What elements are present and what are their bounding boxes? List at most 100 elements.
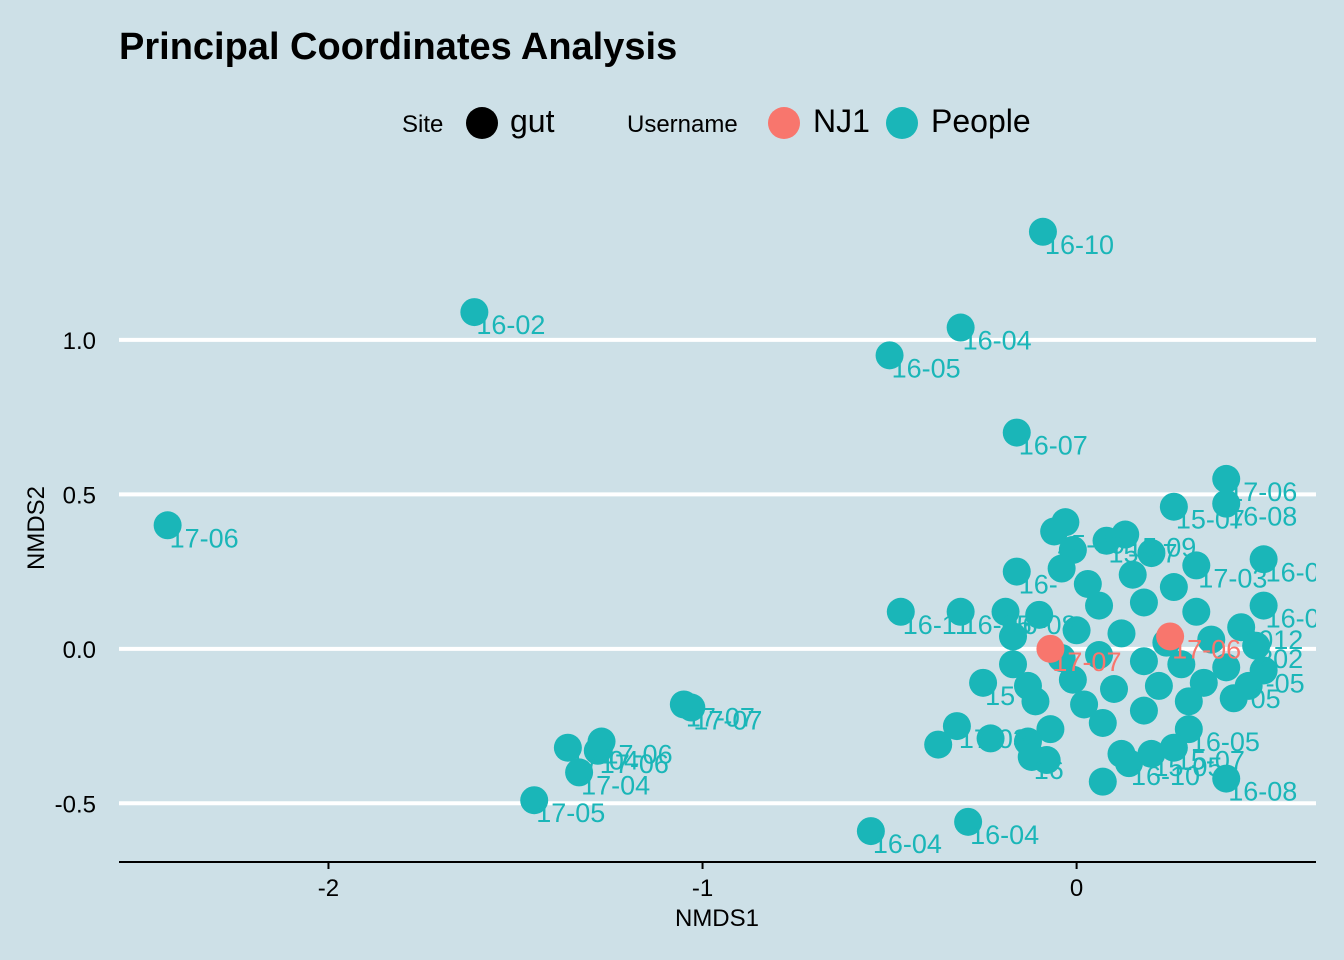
data-label: 16-08	[1008, 610, 1077, 640]
data-labels: 16-1016-0216-0416-0516-0717-0616-0815-07…	[170, 230, 1320, 859]
data-point	[583, 736, 612, 765]
data-label: 17-07	[1052, 647, 1121, 677]
data-point	[1249, 591, 1278, 620]
data-point	[1036, 634, 1065, 663]
data-point	[1114, 749, 1143, 778]
data-point	[1058, 665, 1087, 694]
data-point	[1021, 687, 1050, 716]
data-point	[856, 817, 885, 846]
data-point	[976, 724, 1005, 753]
grid-lines	[119, 337, 1316, 806]
x-tick-label: 0	[1070, 875, 1083, 902]
data-label: 17-06	[600, 749, 669, 779]
x-axis-title: NMDS1	[675, 905, 759, 932]
data-point	[1100, 675, 1129, 703]
data-point	[875, 341, 904, 370]
data-label: 16-07	[1019, 431, 1088, 461]
data-label: 17-04	[581, 770, 650, 800]
data-point	[886, 597, 915, 626]
data-label: 16-05	[963, 610, 1032, 640]
data-label: 16-11	[903, 610, 970, 640]
data-point	[460, 298, 489, 327]
data-point	[1129, 696, 1158, 725]
data-point	[1189, 668, 1218, 697]
data-point	[1025, 600, 1054, 629]
data-point	[1088, 767, 1117, 796]
legend-people-key	[886, 107, 918, 139]
data-point	[1159, 573, 1188, 602]
data-point	[1047, 554, 1076, 583]
data-points	[153, 217, 1278, 846]
data-point	[1159, 733, 1188, 762]
legend: Site gut Username NJ1 People	[0, 100, 1344, 146]
data-point	[1182, 597, 1211, 626]
data-label: 17-06	[604, 740, 673, 770]
data-label: 16-02	[476, 310, 545, 340]
data-point	[942, 712, 971, 741]
data-point	[1159, 492, 1188, 521]
y-tick-label: 0.5	[63, 482, 96, 509]
data-point	[946, 313, 975, 342]
legend-nj1-key	[768, 107, 800, 139]
data-label: 15-09	[1056, 529, 1125, 559]
data-label: 16-04	[963, 326, 1032, 356]
x-tick-label: -2	[318, 875, 339, 902]
data-point	[969, 668, 998, 697]
data-point	[999, 622, 1028, 651]
y-axis-title: NMDS2	[23, 486, 50, 570]
data-label: 15	[985, 681, 1015, 711]
data-label: 16-10	[1131, 761, 1200, 791]
y-tick-label: -0.5	[55, 791, 96, 818]
y-tick-label: 0.0	[63, 637, 96, 664]
data-point	[924, 730, 953, 759]
data-point	[1156, 622, 1185, 651]
legend-site-title: Site	[402, 111, 444, 138]
data-label: 16	[1034, 755, 1064, 785]
legend-nj1-label: NJ1	[813, 103, 870, 139]
data-point	[1085, 591, 1114, 620]
data-point	[1242, 631, 1271, 660]
data-point	[553, 733, 582, 762]
data-point	[1174, 687, 1203, 716]
data-label: 16-08	[1228, 777, 1297, 807]
data-point	[1129, 588, 1158, 617]
data-point	[1088, 708, 1117, 737]
data-label: 17-06	[170, 523, 239, 553]
data-point	[1070, 690, 1099, 719]
data-label: 16-05	[1191, 727, 1260, 757]
data-point	[669, 690, 698, 719]
data-point	[1174, 715, 1203, 744]
legend-site-label: gut	[510, 103, 555, 139]
data-label: 17-05	[536, 798, 605, 828]
data-point	[1129, 647, 1158, 676]
legend-site-key	[466, 107, 498, 139]
data-label: 16-	[1019, 570, 1058, 600]
data-point	[1073, 569, 1102, 598]
data-point	[1092, 526, 1121, 555]
data-point	[1212, 489, 1241, 518]
data-label: 16-05	[892, 353, 961, 383]
data-label: 17-04	[570, 746, 639, 776]
data-label: 15-07	[1176, 505, 1245, 535]
data-point	[1137, 739, 1166, 768]
legend-username-title: Username	[627, 111, 738, 138]
data-point	[1249, 545, 1278, 574]
data-label: 202	[1258, 644, 1303, 674]
x-tick-label: -1	[692, 875, 713, 902]
data-label: 15-07	[1176, 746, 1245, 776]
axes: -0.5 0.0 0.5 1.0 -2 -1 0	[55, 328, 1316, 902]
data-point	[1197, 625, 1226, 654]
data-label: 16-04	[970, 820, 1039, 850]
data-point	[1137, 539, 1166, 568]
data-point	[1144, 671, 1173, 700]
data-point	[1212, 653, 1241, 682]
data-label: 16-10	[1045, 230, 1114, 260]
data-label: 2012	[1243, 625, 1303, 655]
data-label: 17-06	[1172, 634, 1241, 664]
data-label: 15-07	[1109, 539, 1178, 569]
data-label: 16-0	[1266, 557, 1320, 587]
data-point	[1036, 715, 1065, 744]
data-point	[1040, 517, 1069, 546]
data-point	[520, 786, 549, 815]
